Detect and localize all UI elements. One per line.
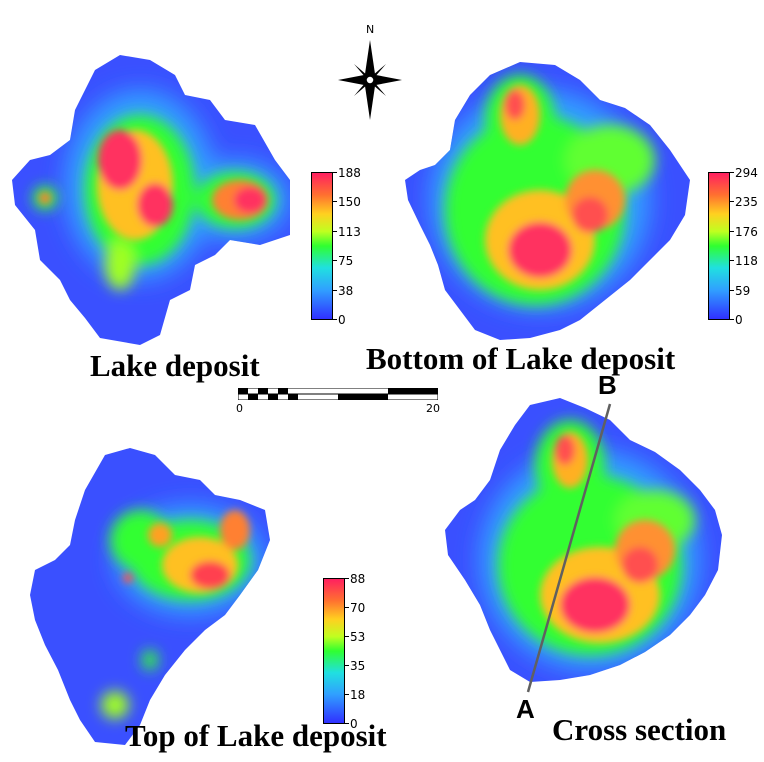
top-lake-deposit-map	[30, 448, 270, 745]
colorbar-tick: 118	[735, 254, 758, 268]
colorbar-gradient	[311, 172, 333, 320]
colorbar-tick: 75	[338, 254, 354, 268]
colorbar-gradient	[708, 172, 730, 320]
colorbar-tick: 294	[735, 166, 758, 180]
top-lake-deposit-colorbar: 88 70 53 35 18 0	[323, 573, 379, 731]
colorbar-tick: 18	[350, 688, 366, 702]
colorbar-tick: 53	[350, 630, 366, 644]
colorbar-tick: 70	[350, 601, 366, 615]
panel-title: Lake deposit	[90, 348, 260, 383]
colorbar-tick: 88	[350, 572, 366, 586]
cross-section-line	[526, 403, 612, 693]
colorbar-tick: 0	[350, 717, 358, 731]
cross-section-start-label: A	[516, 694, 535, 724]
panel-title: Top of Lake deposit	[125, 718, 387, 753]
compass-rose-icon: N	[338, 22, 402, 126]
cross-section-map	[445, 398, 722, 693]
bottom-lake-deposit-colorbar: 294 235 176 118 59 0	[708, 167, 764, 326]
north-label: N	[366, 23, 375, 36]
colorbar-gradient	[323, 578, 345, 724]
colorbar-tick: 59	[735, 284, 751, 298]
scale-end-label: 20	[426, 402, 440, 415]
cross-section-end-label: B	[598, 370, 617, 400]
colorbar-tick: 188	[338, 166, 361, 180]
lake-deposit-colorbar: 188 150 113 75 38 0	[311, 167, 371, 326]
panel-title: Bottom of Lake deposit	[366, 341, 676, 376]
scale-bar: 0 20	[236, 388, 440, 418]
colorbar-tick: 113	[338, 225, 361, 239]
colorbar-tick: 38	[338, 284, 354, 298]
panel-lake-deposit: 188 150 113 75 38 0 Lake deposit	[0, 0, 361, 390]
colorbar-tick: 35	[350, 659, 366, 673]
scale-start-label: 0	[236, 402, 243, 415]
colorbar-tick: 0	[735, 313, 743, 327]
panel-top-lake-deposit: 88 70 53 35 18 0 Top of Lake deposit	[0, 400, 387, 762]
panel-title: Cross section	[552, 712, 727, 747]
colorbar-tick: 235	[735, 195, 758, 209]
lake-deposit-map	[12, 55, 290, 345]
panel-bottom-lake-deposit: 294 235 176 118 59 0 Bottom of Lake depo…	[366, 0, 764, 390]
panel-cross-section: B A Cross section	[400, 370, 764, 762]
colorbar-tick: 0	[338, 313, 346, 327]
colorbar-tick: 150	[338, 195, 361, 209]
colorbar-tick: 176	[735, 225, 758, 239]
bottom-lake-deposit-map	[405, 62, 690, 340]
